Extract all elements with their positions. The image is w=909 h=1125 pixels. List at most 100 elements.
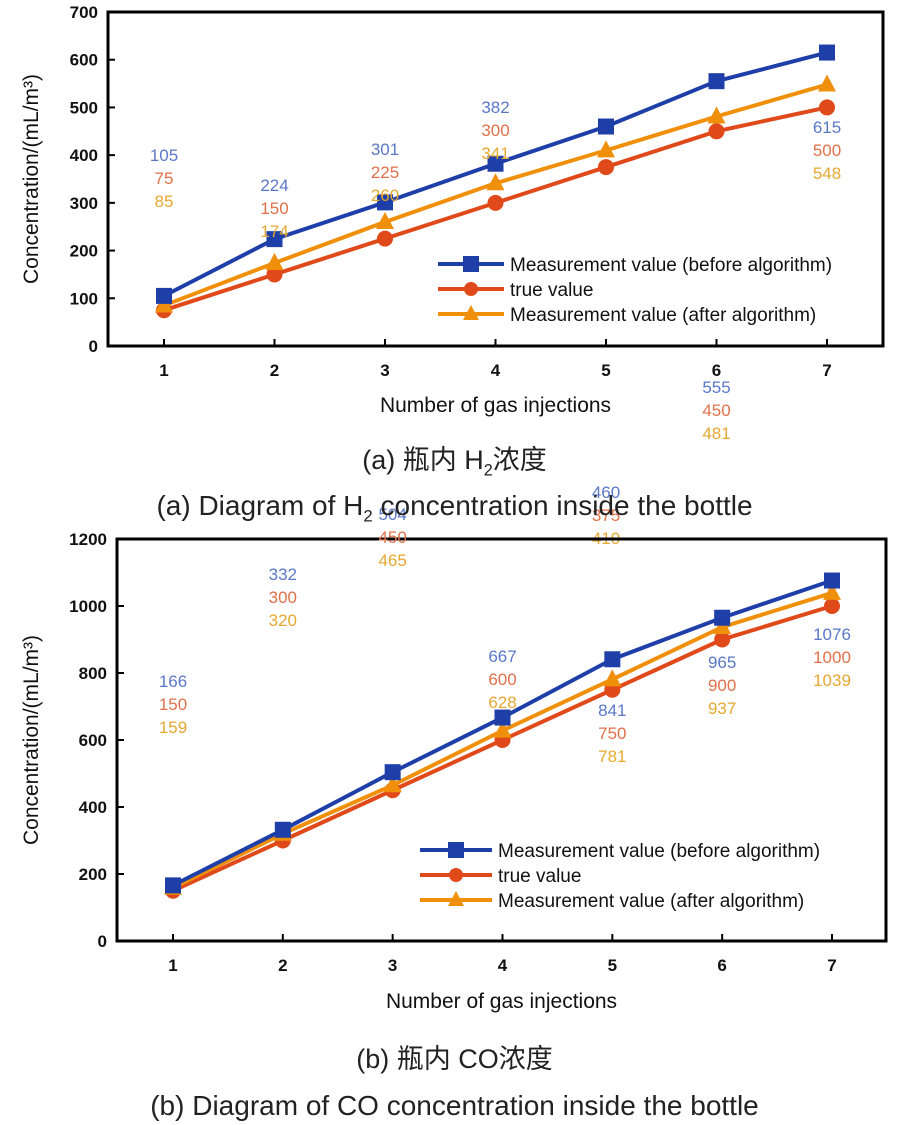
- marker-circle-true: [714, 631, 731, 648]
- data-label-after: 781: [598, 747, 626, 766]
- legend-label-true: true value: [498, 866, 581, 887]
- caption-a-cn-text: (a) 瓶内 H: [362, 445, 484, 475]
- marker-triangle-after: [823, 582, 841, 600]
- chart-panel-h2: 0 100 200 300 400 500 600 700 1 2 3 4 5 6 7 Number of g…: [20, 3, 885, 548]
- legend-label-after: Measurement value (after algorithm): [498, 891, 804, 912]
- marker-square-before: [266, 231, 283, 248]
- y-axis-title: Concentration/(mL/m³): [20, 635, 43, 845]
- marker-circle-true: [708, 123, 725, 140]
- y-tick-label: 0: [98, 932, 107, 951]
- data-label-true: 1000: [813, 648, 851, 667]
- legend-square-icon: [463, 256, 479, 272]
- caption-a-chinese: (a) 瓶内 H2浓度: [0, 438, 909, 480]
- data-label-true: 450: [702, 401, 730, 420]
- data-label-true: 750: [598, 724, 626, 743]
- marker-circle-true: [598, 159, 614, 176]
- data-label-after: 481: [702, 424, 730, 443]
- data-label-after: 341: [481, 144, 509, 163]
- data-label-after: 159: [159, 718, 187, 737]
- legend-circle-icon: [449, 868, 463, 882]
- marker-triangle-after: [383, 775, 402, 793]
- data-label-true: 225: [371, 163, 399, 182]
- marker-circle-true: [377, 230, 393, 247]
- x-tick-label: 5: [601, 361, 610, 380]
- legend-triangle-icon: [463, 305, 479, 320]
- caption-a-en-subscript: 2: [363, 506, 373, 526]
- data-label-before: 615: [813, 118, 841, 137]
- caption-a-cn-suffix: 浓度: [492, 445, 547, 475]
- caption-a-english: (a) Diagram of H2 concentration inside t…: [0, 490, 909, 527]
- data-label-before: 965: [708, 653, 736, 672]
- legend: Measurement value (before algorithm) true…: [420, 841, 820, 912]
- caption-b-chinese: (b) 瓶内 CO浓度: [356, 1044, 553, 1074]
- x-tick-label: 6: [712, 361, 721, 380]
- data-label-before: 460: [592, 483, 620, 502]
- x-tick-label: 7: [827, 956, 836, 975]
- x-tick-label: 4: [491, 361, 501, 380]
- marker-square-before: [714, 609, 731, 626]
- marker-square-before: [494, 709, 511, 726]
- y-tick-label: 0: [89, 337, 98, 356]
- marker-triangle-after: [376, 211, 394, 229]
- marker-square-before: [487, 155, 504, 172]
- data-label-after: 628: [488, 693, 516, 712]
- data-label-true: 300: [481, 121, 509, 140]
- data-label-after: 320: [269, 611, 297, 630]
- x-tick-label: 4: [498, 956, 508, 975]
- data-label-before: 504: [378, 505, 406, 524]
- marker-square-before: [604, 651, 621, 668]
- y-axis-title: Concentration/(mL/m³): [20, 74, 43, 284]
- x-tick-label: 3: [388, 956, 397, 975]
- y-tick-label: 800: [79, 664, 107, 683]
- x-tick-label: 2: [278, 956, 287, 975]
- x-tick-label: 1: [168, 956, 177, 975]
- data-label-after: 937: [708, 699, 736, 718]
- data-label-after: 465: [378, 551, 406, 570]
- marker-triangle-after: [486, 173, 505, 191]
- marker-triangle-after: [597, 140, 615, 158]
- y-tick-label: 400: [79, 798, 107, 817]
- caption-a-en-text: (a) Diagram of H: [156, 490, 364, 521]
- data-label-true: 600: [488, 670, 516, 689]
- caption-a-en-suffix: concentration inside the bottle: [372, 490, 753, 521]
- data-label-true: 450: [378, 528, 406, 547]
- marker-square-before: [274, 821, 291, 838]
- legend-circle-icon: [464, 282, 478, 296]
- data-label-true: 300: [269, 588, 297, 607]
- legend: Measurement value (before algorithm) true…: [438, 255, 832, 326]
- data-label-before: 332: [269, 565, 297, 584]
- data-label-before: 667: [488, 647, 516, 666]
- marker-triangle-after: [155, 295, 173, 313]
- data-label-before: 105: [150, 146, 178, 165]
- data-label-after: 548: [813, 164, 841, 183]
- caption-a-cn-subscript: 2: [483, 461, 493, 480]
- x-tick-label: 5: [608, 956, 617, 975]
- y-tick-label: 300: [70, 194, 98, 213]
- marker-square-before: [598, 118, 614, 135]
- marker-square-before: [708, 73, 725, 90]
- chart-panel-co: 0 200 400 600 800 1000 1200 1 2 3 4 5 6 7 Number of ga…: [20, 505, 888, 1013]
- y-tick-label: 200: [79, 865, 107, 884]
- marker-triangle-after: [265, 252, 284, 270]
- x-tick-label: 6: [717, 956, 726, 975]
- y-tick-label: 500: [70, 98, 98, 117]
- marker-square-before: [165, 877, 181, 894]
- data-label-before: 555: [702, 378, 730, 397]
- marker-square-before: [819, 44, 835, 61]
- y-tick-label: 200: [70, 242, 98, 261]
- y-tick-label: 100: [70, 289, 98, 308]
- data-label-after: 174: [260, 222, 288, 241]
- marker-square-before: [377, 194, 393, 211]
- data-label-before: 1076: [813, 625, 851, 644]
- x-tick-label: 7: [822, 361, 831, 380]
- y-tick-label: 700: [70, 3, 98, 22]
- legend-label-true: true value: [510, 280, 593, 301]
- legend-triangle-icon: [448, 891, 464, 906]
- y-tick-label: 400: [70, 146, 98, 165]
- marker-triangle-after: [493, 720, 512, 738]
- data-label-before: 382: [481, 98, 509, 117]
- marker-circle-true: [824, 598, 840, 614]
- legend-label-before: Measurement value (before algorithm): [498, 841, 820, 862]
- data-label-before: 166: [159, 672, 187, 691]
